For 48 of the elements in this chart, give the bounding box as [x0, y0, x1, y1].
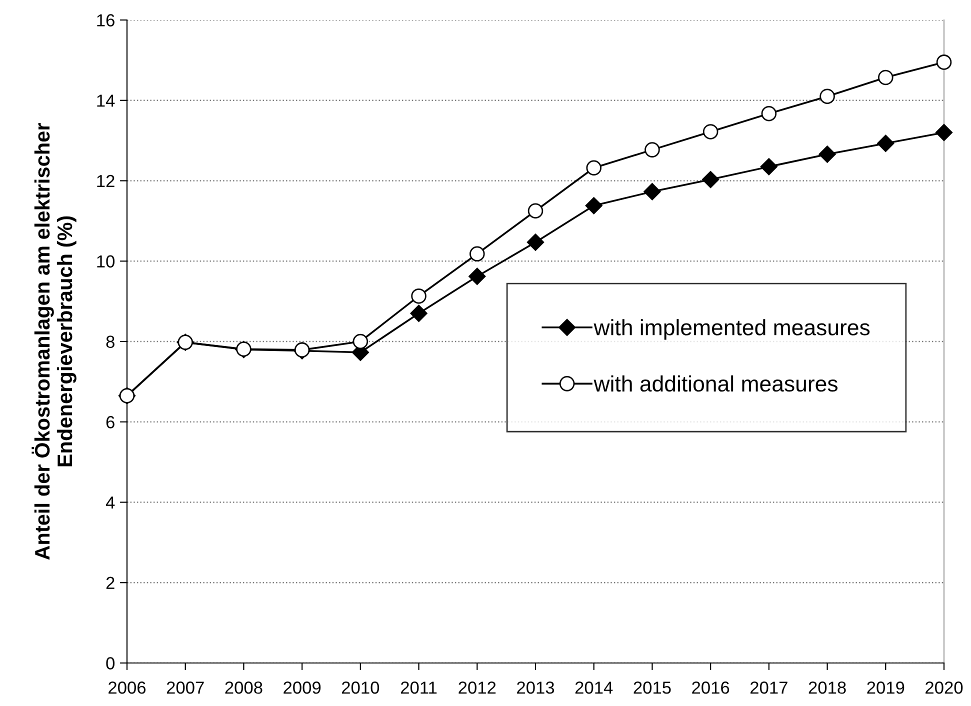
x-tick-label: 2010 — [342, 682, 380, 694]
y-tick-label: 6 — [106, 416, 114, 428]
x-tick-label: 2009 — [284, 682, 321, 694]
x-tick-label: 2019 — [867, 682, 904, 694]
point — [761, 106, 777, 122]
x-tick-label: 2015 — [634, 682, 671, 694]
x-tick-label: 2018 — [808, 682, 846, 694]
x-tick-label: 2020 — [926, 682, 963, 694]
y-tick-label: 14 — [97, 94, 115, 107]
point — [935, 124, 953, 142]
x-tick-label: 2011 — [400, 682, 437, 694]
legend-label: with additional measures — [594, 375, 838, 392]
point — [410, 304, 428, 322]
point — [877, 134, 894, 152]
point — [820, 88, 835, 104]
point — [818, 146, 836, 163]
y-tick-label: 12 — [97, 174, 114, 188]
point — [644, 183, 661, 200]
y-tick-label: 8 — [106, 336, 114, 348]
x-tick-label: 2006 — [108, 682, 146, 694]
x-tick-label: 2012 — [458, 682, 496, 694]
y-axis-title: Anteil der Ökostromanlagen am elektrischer Endenergieverbrauch (%) — [32, 122, 76, 560]
point — [468, 268, 486, 285]
point — [352, 334, 368, 350]
x-tick-label: 2016 — [692, 682, 730, 694]
point — [470, 246, 485, 262]
y-tick-label: 2 — [106, 576, 114, 589]
x-tick-label: 2007 — [166, 682, 204, 694]
x-tick-label: 2013 — [517, 682, 554, 694]
y-tick-label: 10 — [97, 255, 115, 268]
point — [585, 197, 602, 214]
legend-label: with implemented measures — [594, 319, 870, 340]
point — [411, 288, 426, 304]
point — [702, 124, 718, 140]
x-tick-label: 2014 — [575, 682, 613, 694]
y-tick-label: 16 — [97, 14, 114, 26]
point — [644, 142, 660, 158]
point — [760, 158, 778, 176]
y-tick-label: 0 — [106, 657, 115, 670]
point — [702, 170, 720, 188]
x-tick-label: 2008 — [225, 682, 262, 694]
point — [526, 234, 544, 251]
point — [878, 70, 894, 86]
y-tick-label: 4 — [106, 496, 115, 509]
x-tick-label: 2017 — [750, 682, 788, 694]
point — [586, 160, 602, 176]
point — [936, 54, 952, 70]
point — [528, 203, 544, 219]
